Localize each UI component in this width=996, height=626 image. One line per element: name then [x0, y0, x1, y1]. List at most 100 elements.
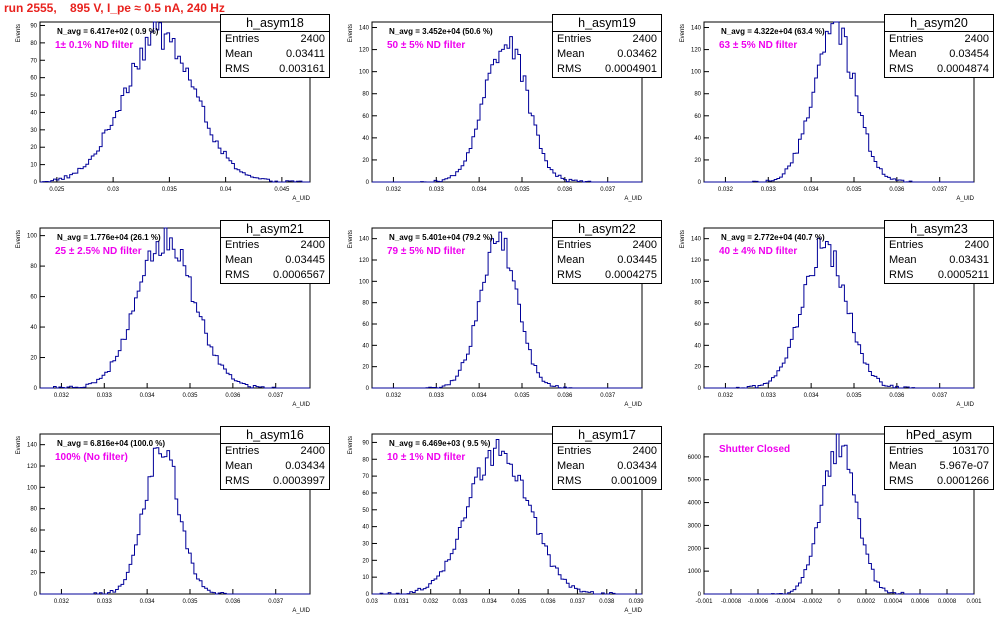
stat-value: 2400	[300, 33, 325, 45]
stat-label: Entries	[889, 239, 924, 251]
y-tick-label: 40	[362, 343, 369, 349]
stat-label: Mean	[225, 460, 253, 472]
stat-label: Entries	[889, 445, 924, 457]
plot-frame	[703, 227, 975, 389]
histogram-pad-h_asym22: 0.032 0.033 0.034 0.035 0.036 0.037 0 20 40 60 80 1…	[332, 220, 662, 420]
stat-value: 0.03445	[617, 254, 657, 266]
histogram-line	[704, 433, 974, 595]
stat-row-rms: RMS 0.001009	[553, 474, 661, 489]
x-tick-label: -0.0008	[721, 599, 742, 605]
x-tick-label: 0.036	[225, 393, 241, 399]
histogram-plot: -0.001 -0.0008 -0.0006 -0.0004 -0.0002 0 0.000…	[688, 433, 982, 605]
y-tick-label: 60	[694, 114, 701, 120]
histogram-line	[704, 21, 974, 183]
x-tick-label: -0.0004	[775, 599, 796, 605]
plot-frame	[371, 227, 643, 389]
x-tick-label: 0.036	[225, 599, 241, 605]
x-tick-label: 0.032	[718, 187, 734, 193]
histogram-line	[40, 227, 310, 389]
y-tick-label: 80	[30, 41, 37, 47]
histogram-pad-h_asym18: 0.025 0.03 0.035 0.04 0.045 0 10 20 30 40 50 60 70 80…	[0, 14, 330, 214]
y-tick-label: 1000	[688, 569, 702, 575]
stat-value: 0.03434	[617, 460, 657, 472]
page-title: run 2555, 895 V, I_pe ≈ 0.5 nA, 240 Hz	[4, 1, 225, 15]
y-tick-label: 20	[694, 365, 701, 371]
stat-value: 5.967e-07	[939, 460, 989, 472]
stat-label: RMS	[557, 63, 582, 75]
y-tick-label: 120	[691, 48, 702, 54]
y-axis-label: Events	[680, 24, 686, 42]
stat-row-entries: Entries 103170	[885, 444, 993, 459]
stat-row-rms: RMS 0.0004275	[553, 268, 661, 283]
y-tick-label: 60	[30, 76, 37, 82]
stat-label: Mean	[557, 48, 585, 60]
y-axis-label: Events	[16, 436, 22, 454]
y-tick-label: 20	[30, 571, 37, 577]
x-axis-label: A_UID	[292, 608, 310, 614]
filter-annotation: 79 ± 5% ND filter	[387, 246, 466, 257]
stat-label: Mean	[225, 254, 253, 266]
stat-box-title: h_asym21	[221, 221, 329, 238]
stat-box-title: hPed_asym	[885, 427, 993, 444]
y-tick-label: 0	[34, 386, 38, 392]
stat-row-mean: Mean 0.03445	[553, 253, 661, 268]
stat-box: hPed_asym Entries 103170 Mean 5.967e-07 RMS 0.…	[884, 426, 994, 490]
histogram-line	[704, 237, 974, 389]
y-tick-label: 80	[30, 507, 37, 513]
stat-row-mean: Mean 0.03434	[553, 459, 661, 474]
plot-frame	[371, 433, 643, 595]
stat-row-entries: Entries 2400	[221, 32, 329, 47]
filter-annotation: 100% (No filter)	[55, 452, 128, 463]
stat-label: Mean	[225, 48, 253, 60]
y-tick-label: 0	[698, 386, 702, 392]
y-tick-label: 40	[694, 343, 701, 349]
x-tick-label: 0.037	[932, 187, 948, 193]
histogram-pad-h_asym16: 0.032 0.033 0.034 0.035 0.036 0.037 0 20 40 60 80 1…	[0, 426, 330, 626]
x-tick-label: 0.033	[429, 187, 445, 193]
y-tick-label: 30	[362, 541, 369, 547]
y-tick-label: 100	[27, 485, 38, 491]
x-tick-label: 0.0002	[857, 599, 876, 605]
y-tick-label: 60	[30, 295, 37, 301]
x-tick-label: 0.037	[932, 393, 948, 399]
y-tick-label: 80	[30, 264, 37, 270]
stat-label: RMS	[889, 63, 914, 75]
stat-row-rms: RMS 0.0003997	[221, 474, 329, 489]
stat-row-rms: RMS 0.003161	[221, 62, 329, 77]
y-tick-label: 10	[362, 575, 369, 581]
histogram-plot: 0.03 0.031 0.032 0.033 0.034 0.035 0.036 0.037 0…	[348, 433, 644, 614]
histogram-plot: 0.032 0.033 0.034 0.035 0.036 0.037 0 20 40 60 80 1…	[680, 21, 975, 202]
plot-frame	[39, 227, 311, 389]
stat-row-entries: Entries 2400	[221, 238, 329, 253]
filter-annotation: 25 ± 2.5% ND filter	[55, 246, 142, 257]
y-tick-label: 60	[362, 491, 369, 497]
x-tick-label: 0.033	[429, 393, 445, 399]
stat-value: 0.0003997	[273, 475, 325, 487]
histogram-pad-h_asym21: 0.032 0.033 0.034 0.035 0.036 0.037 0 20 40 60 80 1…	[0, 220, 330, 420]
n-avg-label: N_avg = 4.322e+04 (63.4 %)	[721, 27, 825, 36]
histogram-line	[40, 447, 310, 595]
y-tick-label: 50	[30, 93, 37, 99]
stat-value: 0.03462	[617, 48, 657, 60]
x-axis-label: A_UID	[956, 402, 974, 408]
x-tick-label: 0.035	[511, 599, 527, 605]
stat-value: 2400	[300, 445, 325, 457]
filter-annotation: 50 ± 5% ND filter	[387, 40, 466, 51]
stat-value: 2400	[632, 445, 657, 457]
x-tick-label: 0.037	[268, 393, 284, 399]
y-tick-label: 140	[691, 237, 702, 243]
stat-label: Entries	[557, 33, 592, 45]
y-tick-label: 70	[30, 58, 37, 64]
stat-row-rms: RMS 0.0005211	[885, 268, 993, 283]
y-tick-label: 90	[30, 23, 37, 29]
stat-value: 2400	[300, 239, 325, 251]
y-tick-label: 140	[27, 443, 38, 449]
x-tick-label: 0.025	[49, 187, 65, 193]
y-tick-label: 4000	[688, 501, 702, 507]
stat-value: 2400	[964, 239, 989, 251]
x-tick-label: 0.034	[472, 187, 488, 193]
x-axis-label: A_UID	[624, 196, 642, 202]
stat-value: 2400	[964, 33, 989, 45]
x-tick-label: 0.0006	[911, 599, 930, 605]
x-tick-label: 0.035	[182, 599, 198, 605]
